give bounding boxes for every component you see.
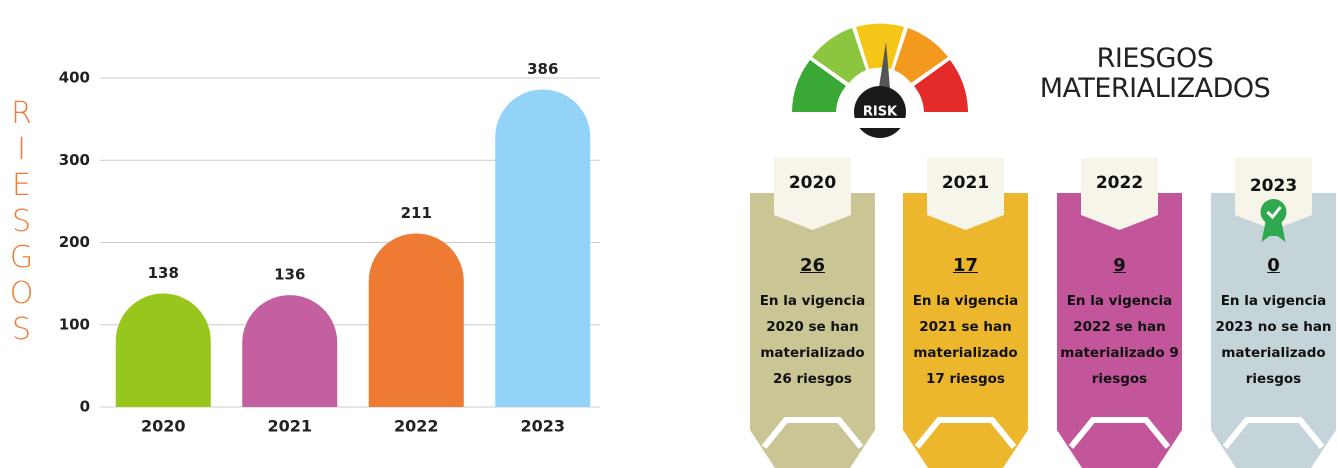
card-year: 2023 bbox=[1250, 176, 1297, 196]
y-tick-label: 300 bbox=[59, 151, 90, 169]
card-text: En la vigencia 2021 se han materializado… bbox=[905, 288, 1026, 392]
card-count: 9 bbox=[1057, 255, 1182, 276]
x-tick-label: 2022 bbox=[394, 417, 439, 436]
card-text: En la vigencia 2020 se han materializado… bbox=[752, 288, 873, 392]
badge bbox=[1261, 199, 1287, 225]
value-label: 138 bbox=[148, 264, 179, 282]
card-tab bbox=[774, 158, 851, 230]
gauge bbox=[790, 24, 970, 138]
y-tick-label: 200 bbox=[59, 233, 90, 251]
page: RISK 0 100 200 300 400 138 2020 136 2021 211 2022 3… bbox=[0, 0, 1338, 468]
value-label: 386 bbox=[527, 60, 558, 78]
card-count: 0 bbox=[1211, 255, 1336, 276]
y-tick-label: 400 bbox=[59, 69, 90, 87]
card-count: 26 bbox=[750, 255, 875, 276]
y-axis-label: RIESGOS bbox=[4, 96, 39, 348]
card-tab bbox=[927, 158, 1004, 230]
title-line: MATERIALIZADOS bbox=[1030, 74, 1280, 104]
x-tick-label: 2023 bbox=[520, 417, 565, 436]
bar bbox=[495, 90, 590, 407]
card-year: 2020 bbox=[789, 173, 836, 193]
bar bbox=[116, 293, 211, 407]
y-tick-label: 100 bbox=[59, 315, 90, 333]
x-tick-label: 2021 bbox=[267, 417, 312, 436]
card-text: En la vigencia 2022 se han materializado… bbox=[1059, 288, 1180, 392]
value-label: 136 bbox=[274, 266, 305, 284]
card-text: En la vigencia 2023 no se han materializ… bbox=[1213, 288, 1334, 392]
title-line: RIESGOS bbox=[1030, 44, 1280, 74]
card-tab bbox=[1081, 158, 1158, 230]
y-tick-label: 0 bbox=[80, 398, 90, 416]
x-tick-label: 2020 bbox=[141, 417, 186, 436]
card-count: 17 bbox=[903, 255, 1028, 276]
bar bbox=[242, 295, 337, 407]
gauge-label: RISK bbox=[863, 105, 898, 120]
bar bbox=[369, 233, 464, 407]
value-label: 211 bbox=[401, 204, 432, 222]
card-year: 2021 bbox=[942, 173, 989, 193]
card-year: 2022 bbox=[1096, 173, 1143, 193]
